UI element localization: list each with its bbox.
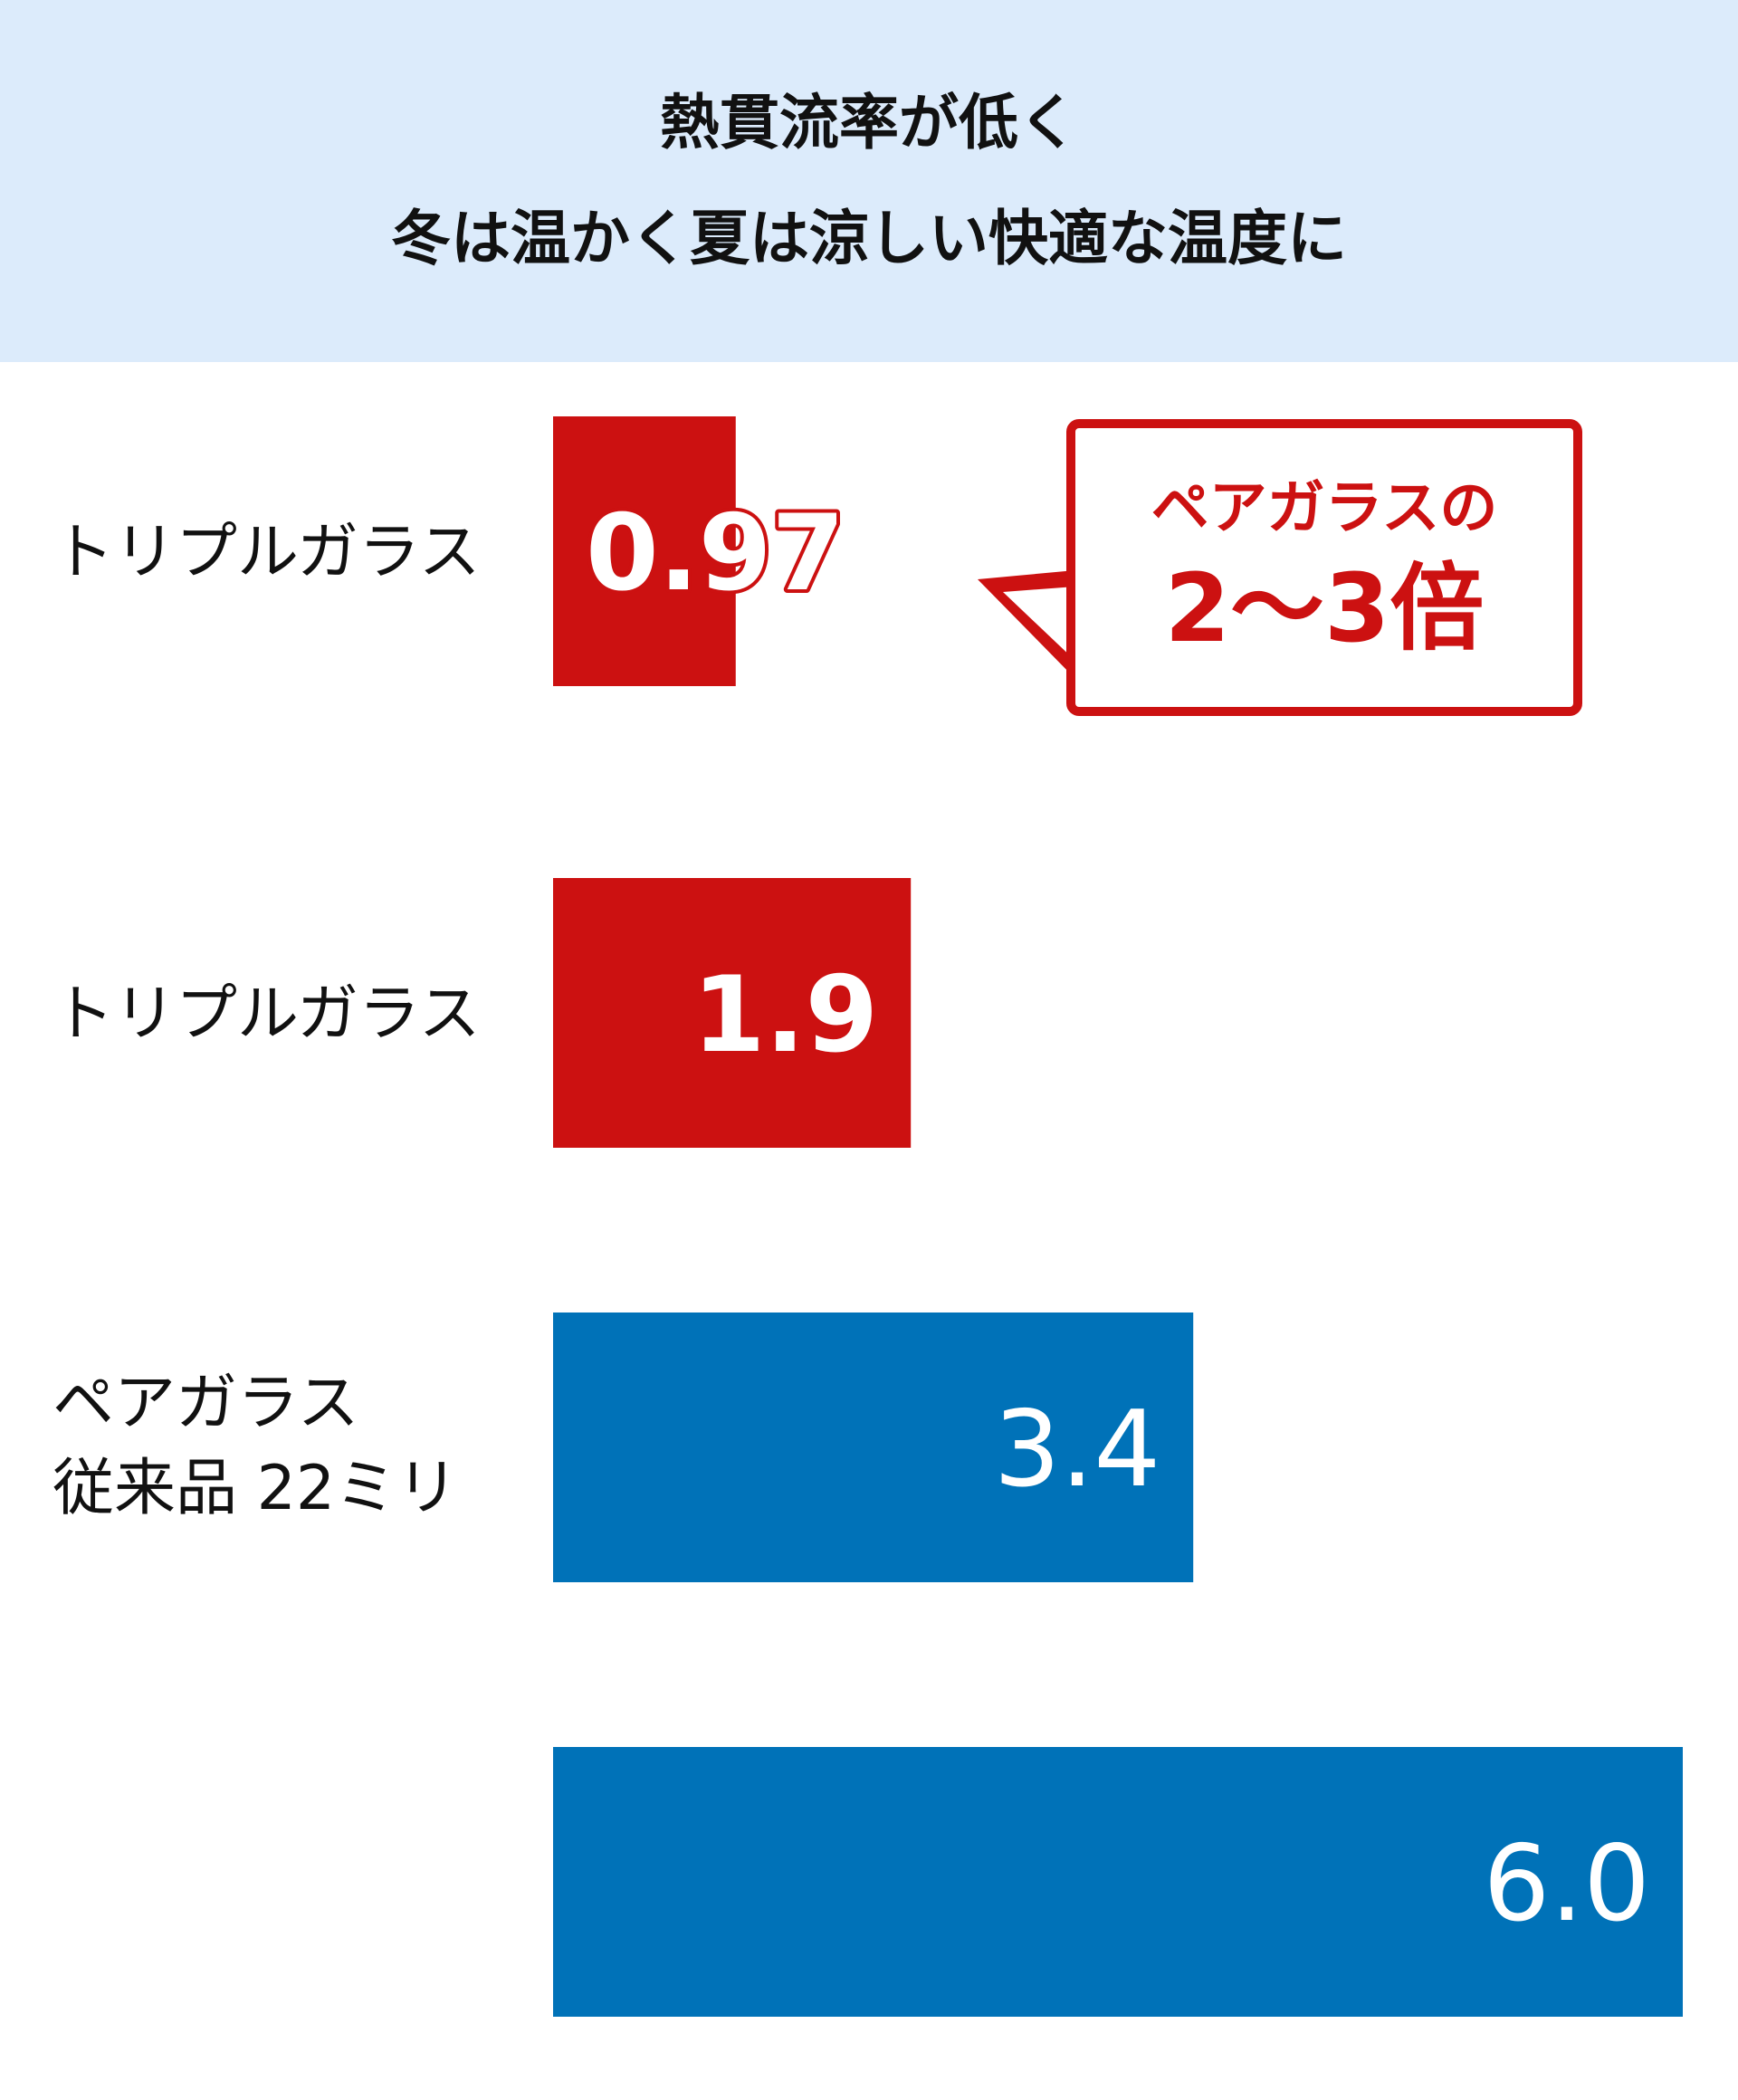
callout-line-2: 2～3倍: [1164, 553, 1485, 663]
category-label-3-line-2: 従来品 22ミリ: [53, 1453, 458, 1524]
callout-line-1: ペアガラスの: [1151, 475, 1498, 542]
bar-2: [553, 878, 912, 1148]
chart-title-line-2: 冬は温かく夏は涼しい快適な温度に: [391, 204, 1347, 273]
bar-value-label-4: 6.0: [1484, 1823, 1650, 1945]
callout-tail: [978, 570, 1075, 679]
category-label-3-line-1: ペアガラス: [53, 1368, 359, 1439]
bar-1: [553, 416, 736, 686]
chart-header: 熱貫流率が低く 冬は温かく夏は涼しい快適な温度に: [0, 0, 1738, 362]
bar-value-label-2: 1.9: [692, 954, 879, 1076]
bar-value-label-1: 0.97: [586, 492, 845, 615]
category-label-1-line-1: トリプルガラス: [53, 517, 481, 588]
bar-value-label-3: 3.4: [994, 1389, 1160, 1511]
category-label-2-line-1: トリプルガラス: [53, 978, 481, 1050]
chart-title-line-1: 熱貫流率が低く: [660, 88, 1078, 158]
bar-3: [553, 1312, 1194, 1582]
comparison-callout: ペアガラスの 2～3倍: [1066, 419, 1582, 716]
bar-4: [553, 1747, 1683, 2017]
